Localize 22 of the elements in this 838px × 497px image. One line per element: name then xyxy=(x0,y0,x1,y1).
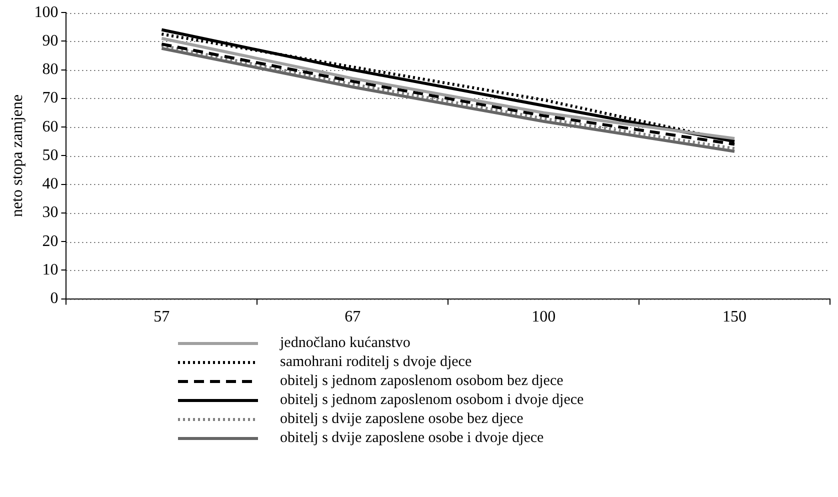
y-tick-label: 10 xyxy=(42,261,58,278)
y-tick-label: 60 xyxy=(42,118,58,136)
y-axis-title: neto stopa zamjene xyxy=(8,94,26,218)
y-tick-label: 0 xyxy=(50,290,58,308)
x-tick-label: 57 xyxy=(154,308,170,326)
y-tick-label: 80 xyxy=(42,61,58,78)
x-tick-label: 67 xyxy=(344,308,361,326)
y-tick-label: 70 xyxy=(42,90,58,107)
y-tick-label: 100 xyxy=(34,4,58,21)
legend-label: obitelj s jednom zaposlenom osobom bez djece xyxy=(280,373,564,390)
legend-label: samohrani roditelj s dvoje djece xyxy=(280,354,472,371)
legend-label: obitelj s dvije zaposlene osobe bez djece xyxy=(280,411,524,428)
y-tick-label: 30 xyxy=(42,204,58,222)
y-tick-label: 20 xyxy=(42,232,58,250)
y-tick-label: 40 xyxy=(42,176,58,193)
legend-label: jednočlano kućanstvo xyxy=(280,335,410,352)
x-tick-label: 150 xyxy=(722,308,747,326)
legend-label: obitelj s dvije zaposlene osobe i dvoje djece xyxy=(280,430,544,447)
y-tick-label: 90 xyxy=(42,32,58,50)
legend-label: obitelj s jednom zaposlenom osobom i dvoje djece xyxy=(280,392,584,409)
x-tick-label: 100 xyxy=(532,308,556,326)
y-tick-label: 50 xyxy=(42,146,58,164)
